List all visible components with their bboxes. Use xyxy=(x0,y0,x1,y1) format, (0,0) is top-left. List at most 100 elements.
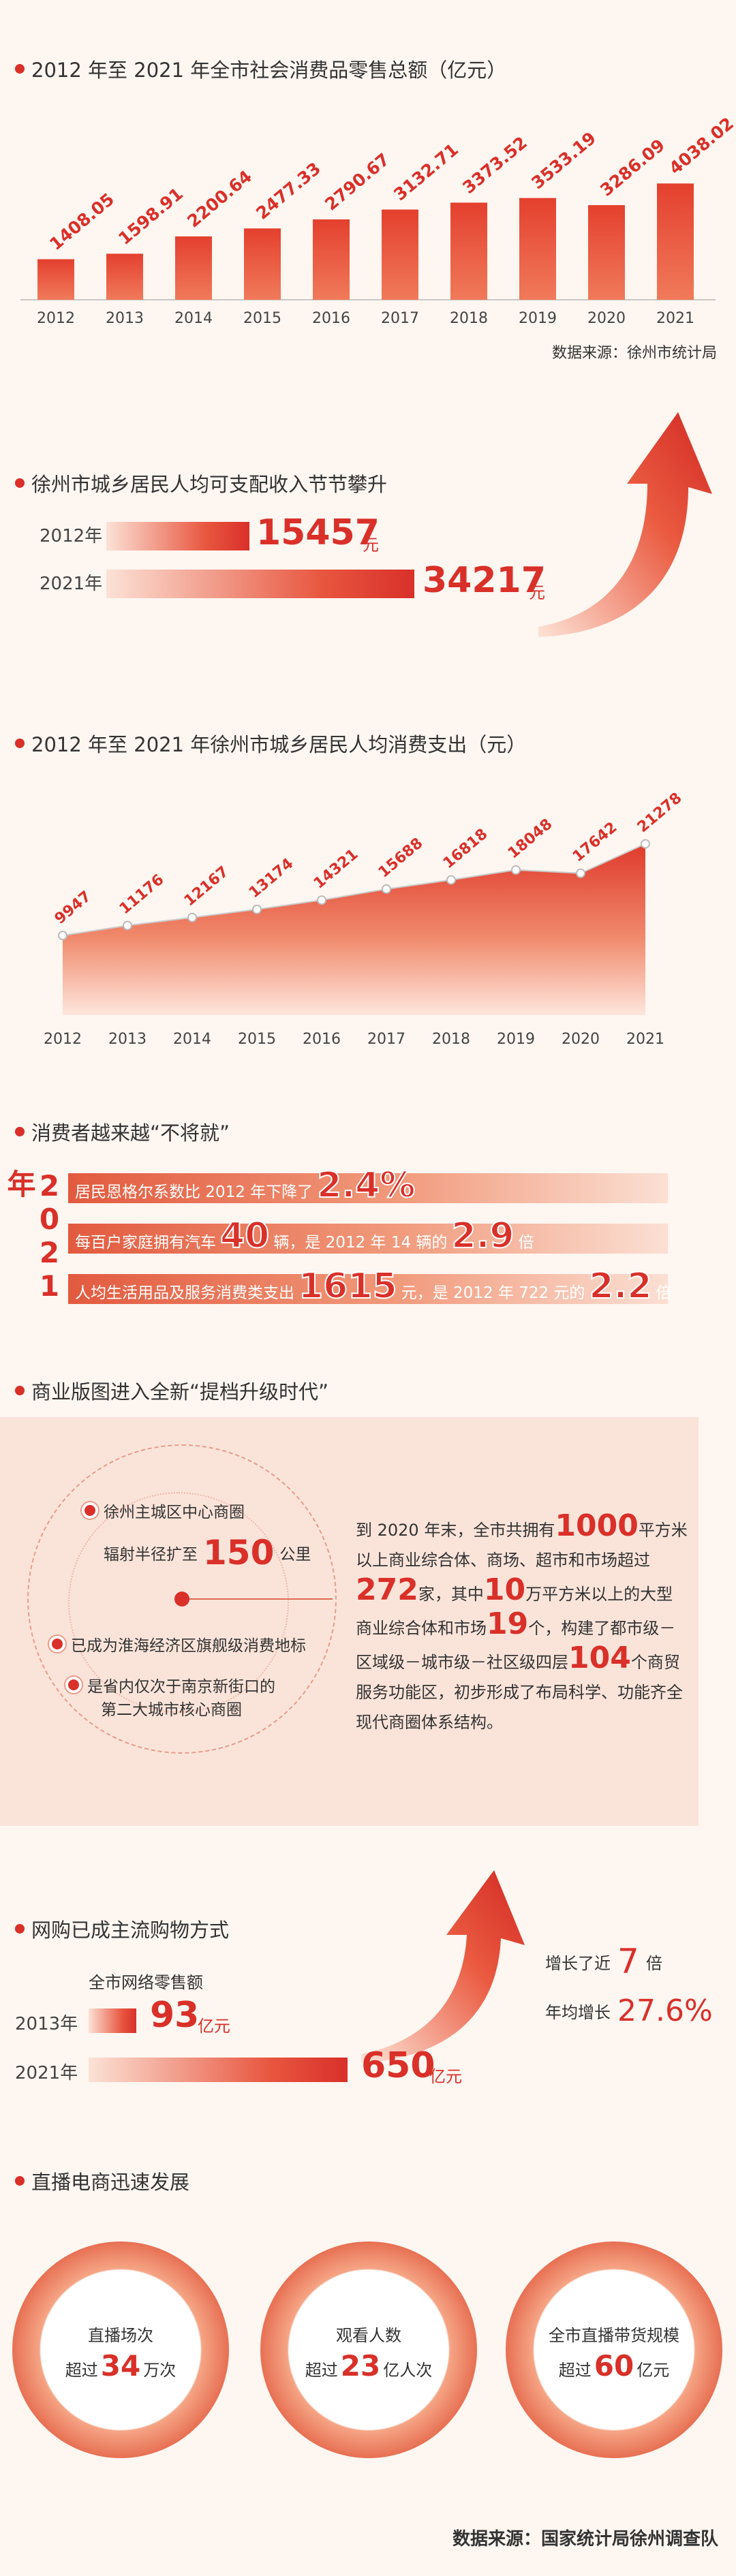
commerce-bullet-3b: 第二大城市核心商圈 xyxy=(101,1701,242,1719)
commerce-title: 商业版图进入全新“提档升级时代” xyxy=(15,1376,328,1405)
income-section: 徐州市城乡居民人均可支配收入节节攀升 2012年 15457 元 2021年 3… xyxy=(0,382,736,654)
income-year-2021: 2021年 xyxy=(40,574,103,594)
retail-tick-label: 2020 xyxy=(587,310,626,327)
live-circle-scale: 全市直播带货规模 超过60 亿元 xyxy=(506,2241,722,2458)
commerce-section: 商业版图进入全新“提档升级时代” 徐州主城区中心商圈 辐射半径扩至 150 公里… xyxy=(0,1363,736,1853)
retail-bar-label: 3132.71 xyxy=(390,140,462,204)
bullet-dot-icon xyxy=(15,2176,25,2186)
retail-bar-label: 3533.19 xyxy=(527,128,600,193)
radius-line xyxy=(189,1598,333,1600)
income-year-2012: 2012年 xyxy=(40,526,103,546)
retail-section: 2012 年至 2021 年全市社会消费品零售总额（亿元） 1408.05 201… xyxy=(0,0,736,382)
online-value-2021: 650 xyxy=(361,2045,435,2086)
online-bar-2021 xyxy=(89,2058,348,2082)
spending-point-label: 21278 xyxy=(634,790,686,836)
spending-point-label: 14321 xyxy=(311,845,362,892)
spending-tick-label: 2016 xyxy=(303,1031,341,1048)
spending-point-label: 15688 xyxy=(375,835,427,881)
spending-tick-label: 2013 xyxy=(108,1031,147,1048)
bullet-icon xyxy=(65,1677,82,1693)
income-bar-2021 xyxy=(106,570,414,598)
commerce-bullet-1: 徐州主城区中心商圈 xyxy=(82,1499,245,1522)
commerce-title-text: 商业版图进入全新“提档升级时代” xyxy=(31,1380,329,1403)
retail-title: 2012 年至 2021 年全市社会消费品零售总额（亿元） xyxy=(15,55,506,83)
spending-point xyxy=(58,931,67,941)
live-title: 直播电商迅速发展 xyxy=(15,2167,189,2195)
bullet-dot-icon xyxy=(15,478,25,488)
retail-tick-label: 2014 xyxy=(174,310,213,327)
retail-tick-label: 2021 xyxy=(656,310,694,327)
para-number-272: 272 xyxy=(356,1572,418,1607)
spending-point xyxy=(317,895,326,905)
retail-tick-label: 2013 xyxy=(106,310,144,327)
retail-bar xyxy=(244,228,281,300)
retail-bar-label: 1408.05 xyxy=(46,189,118,254)
spending-point xyxy=(382,884,391,894)
retail-bar xyxy=(450,202,487,300)
income-value-2012: 15457 xyxy=(256,512,380,553)
commerce-panel: 徐州主城区中心商圈 辐射半径扩至 150 公里 已成为淮海经济区旗舰级消费地标 … xyxy=(0,1417,699,1826)
live-circle-sessions: 直播场次 超过34 万次 xyxy=(12,2241,229,2458)
income-unit-2012: 元 xyxy=(363,536,379,555)
spending-point-label: 16818 xyxy=(440,826,491,872)
income-value-2021: 34217 xyxy=(423,560,546,601)
spending-tick-label: 2018 xyxy=(432,1031,470,1048)
commerce-radius: 辐射半径扩至 150 公里 xyxy=(104,1533,311,1572)
live-title-text: 直播电商迅速发展 xyxy=(31,2171,190,2194)
online-year-2013: 2013年 xyxy=(15,2014,78,2034)
goods-spend-value: 1615 xyxy=(298,1265,398,1307)
online-bar-2013 xyxy=(89,2008,136,2033)
retail-bar-chart: 1408.0520121598.9120132200.6420142477.33… xyxy=(20,113,736,327)
retail-bar-label: 2790.67 xyxy=(321,149,393,214)
retail-bar xyxy=(313,219,350,300)
retail-title-text: 2012 年至 2021 年全市社会消费品零售总额（亿元） xyxy=(31,59,507,82)
spending-section: 2012 年至 2021 年徐州市城乡居民人均消费支出（元） 9947 2012 1… xyxy=(0,709,736,1063)
bullet-dot-icon xyxy=(15,1924,25,1934)
online-title: 网购已成主流购物方式 xyxy=(15,1914,229,1943)
para-number-10: 10 xyxy=(483,1572,526,1607)
sessions-number: 34 xyxy=(100,2349,141,2383)
consumer-title-text: 消费者越来越“不将就” xyxy=(31,1121,230,1145)
spending-point xyxy=(187,912,197,922)
bullet-dot-icon xyxy=(15,739,25,748)
retail-tick-label: 2019 xyxy=(519,310,557,327)
retail-bar xyxy=(519,198,556,300)
retail-bar xyxy=(106,253,143,300)
live-section: 直播电商迅速发展 直播场次 超过34 万次 观看人数 超过23 亿人次 全市直播带货… xyxy=(0,2146,736,2576)
online-unit-2013: 亿元 xyxy=(198,2017,230,2036)
engel-drop-value: 2.4% xyxy=(316,1164,416,1207)
consumer-band-3 xyxy=(68,1274,668,1304)
spending-tick-label: 2017 xyxy=(367,1031,405,1048)
bullet-icon xyxy=(49,1636,65,1652)
retail-tick-label: 2018 xyxy=(450,310,488,327)
scale-number: 60 xyxy=(594,2349,634,2383)
online-label: 全市网络零售额 xyxy=(89,1973,203,1992)
retail-bar-label: 2200.64 xyxy=(183,166,256,231)
para-number-1000: 1000 xyxy=(555,1508,639,1543)
live-circle-viewers: 观看人数 超过23 亿人次 xyxy=(260,2241,477,2458)
bullet-icon xyxy=(82,1502,98,1519)
consumer-section: 消费者越来越“不将就” 2021年 居民恩格尔系数比 2012 年下降了 2.4… xyxy=(0,1104,736,1329)
bullet-dot-icon xyxy=(15,1127,25,1136)
retail-bar xyxy=(175,236,212,300)
spending-point xyxy=(252,904,262,914)
income-title-text: 徐州市城乡居民人均可支配收入节节攀升 xyxy=(31,473,388,496)
retail-bar-label: 2477.33 xyxy=(252,158,324,223)
consumer-line-2: 每百户家庭拥有汽车 40 辆，是 2012 年 14 辆的 2.9 倍 xyxy=(75,1215,534,1257)
spending-tick-label: 2020 xyxy=(562,1031,600,1048)
online-annual: 年均增长 27.6% xyxy=(545,1993,713,2028)
commerce-bullet-2: 已成为淮海经济区旗舰级消费地标 xyxy=(49,1632,306,1656)
spending-area-chart: 9947 2012 11176 2013 12167 2014 13174 2015 14321… xyxy=(44,790,686,1048)
online-title-text: 网购已成主流购物方式 xyxy=(31,1919,230,1942)
commerce-paragraph: 到 2020 年末，全市共拥有1000平方米以上商业综合体、商场、超市和市场超过… xyxy=(356,1508,688,1733)
spending-line xyxy=(62,843,646,937)
online-growth: 增长了近 7 倍 xyxy=(545,1942,662,1981)
bullet-dot-icon xyxy=(15,1386,25,1395)
online-section: 网购已成主流购物方式 全市网络零售额 2013年 93 亿元 2021年 650… xyxy=(0,1867,736,2126)
spending-title: 2012 年至 2021 年徐州市城乡居民人均消费支出（元） xyxy=(15,729,526,758)
retail-bar xyxy=(382,209,418,300)
consumer-band-2 xyxy=(68,1224,668,1254)
spending-tick-label: 2015 xyxy=(238,1031,276,1048)
retail-bar xyxy=(588,205,625,300)
spending-point-label: 11176 xyxy=(117,871,168,918)
